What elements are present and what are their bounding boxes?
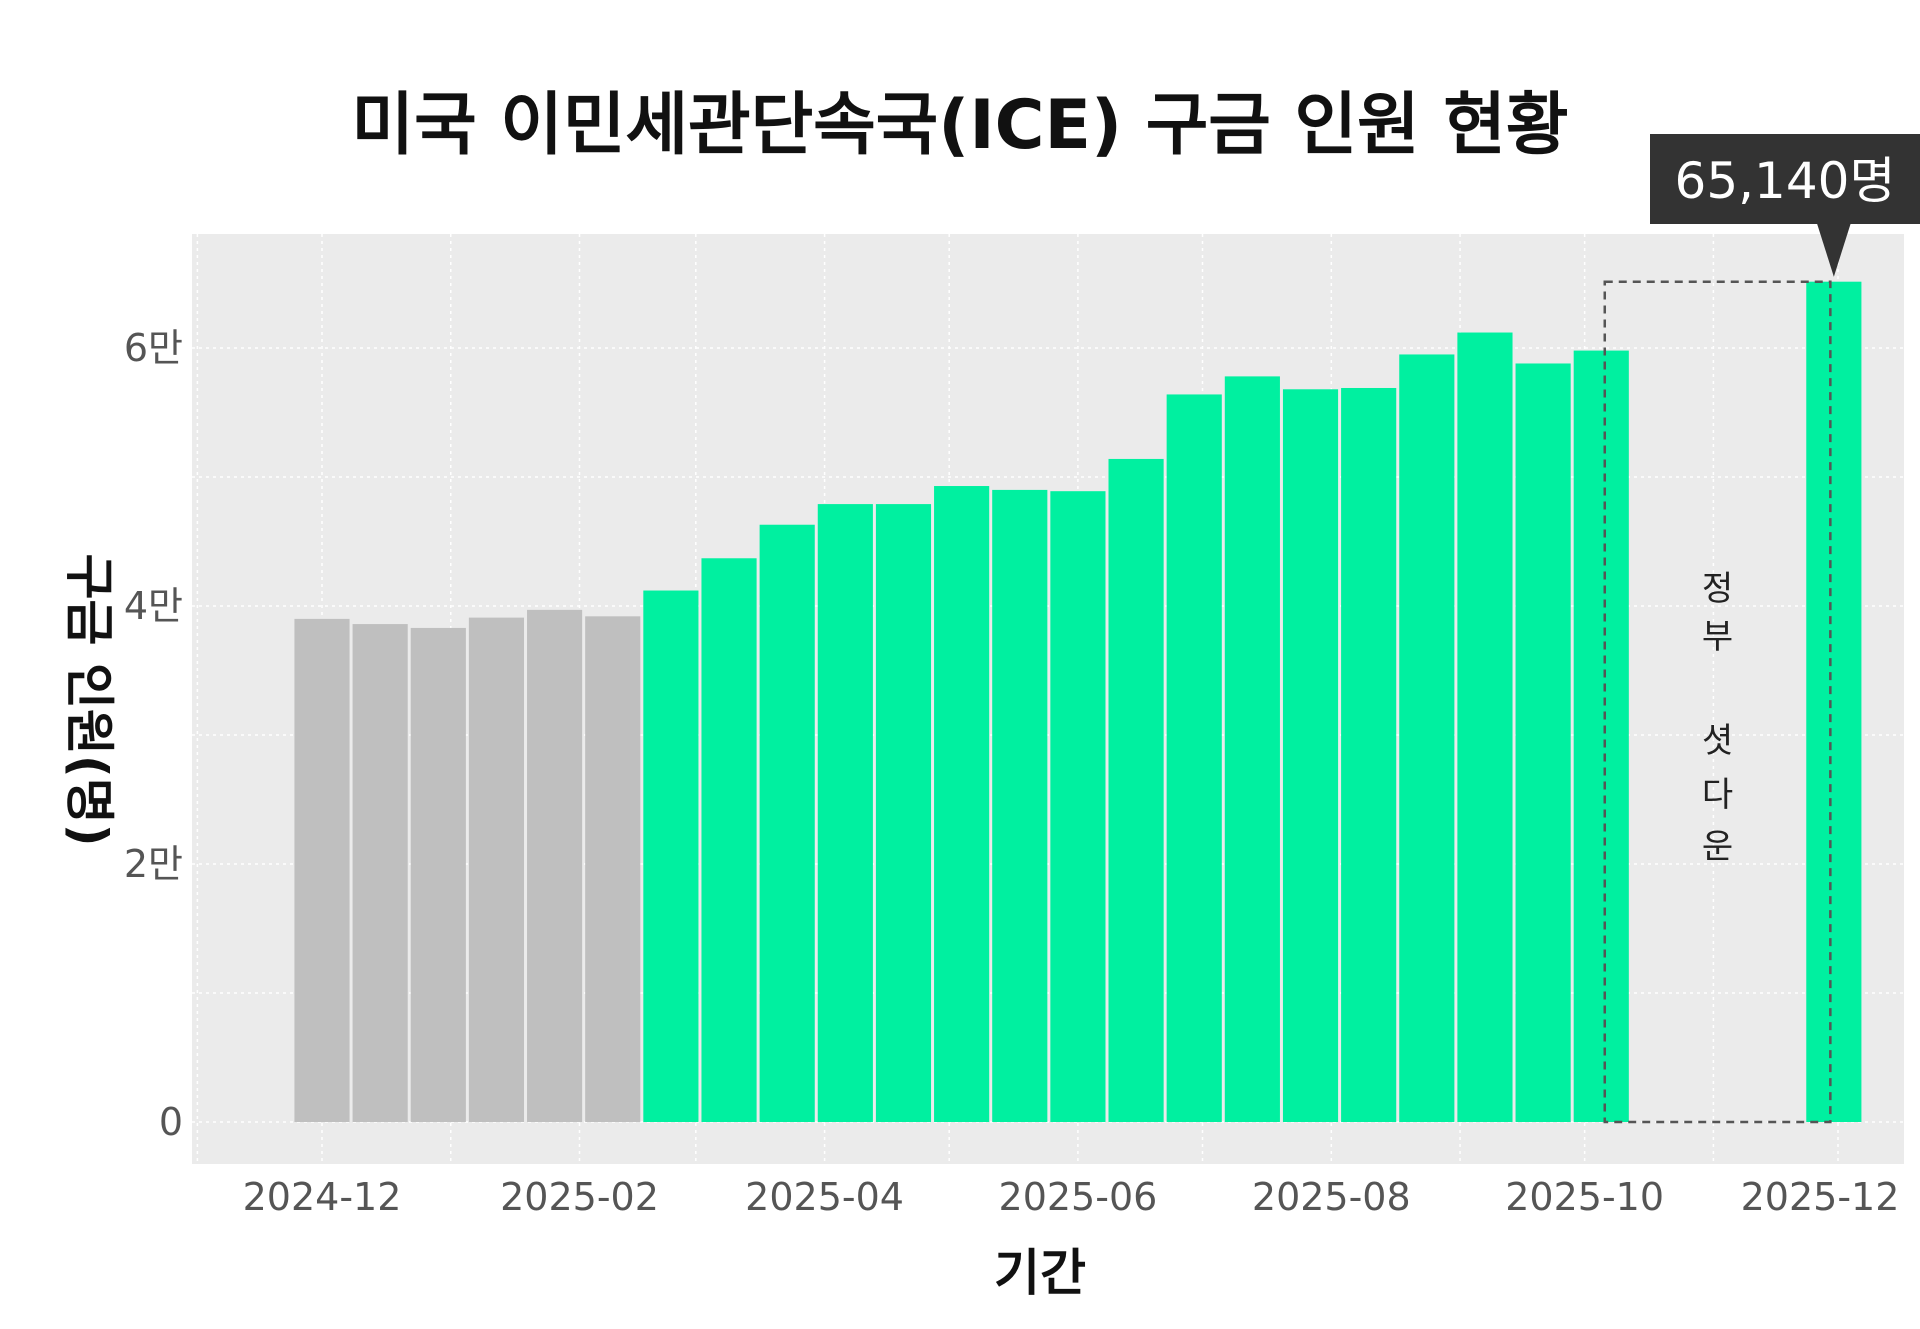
bar [1457, 332, 1513, 1122]
bar [585, 616, 641, 1122]
bar [527, 609, 583, 1122]
callout-pointer [1816, 223, 1851, 277]
bar [817, 504, 873, 1123]
bar [1166, 394, 1222, 1122]
callout-box [1650, 134, 1920, 224]
shutdown-label-char: 운 [1702, 827, 1733, 867]
bar [1341, 387, 1397, 1122]
bar [701, 558, 757, 1122]
y-tick-label: 2만 [124, 842, 183, 886]
bar [1282, 389, 1339, 1122]
bar [1806, 281, 1862, 1123]
bar [1515, 363, 1571, 1123]
bar [352, 624, 408, 1122]
bar [410, 627, 466, 1122]
bar [1224, 376, 1280, 1122]
shutdown-label-char: 다 [1702, 775, 1733, 815]
bars [294, 281, 1862, 1123]
chart-title: 미국 이민세관단속국(ICE) 구금 인원 현황 [352, 86, 1569, 165]
bar [1108, 458, 1164, 1122]
shutdown-label-char: 정 [1702, 569, 1733, 609]
shutdown-box [1603, 280, 1832, 1124]
x-tick-label: 2025-06 [999, 1175, 1158, 1219]
bar [468, 617, 525, 1122]
x-tick-label: 2025-08 [1252, 1175, 1411, 1219]
shutdown-label-char: 셧 [1702, 721, 1733, 761]
bar [1050, 491, 1106, 1122]
x-tick-label: 2025-10 [1505, 1175, 1664, 1219]
callout: 65,140명 [1650, 134, 1920, 277]
callout-label: 65,140명 [1675, 152, 1896, 210]
bar [1399, 354, 1455, 1122]
bar [992, 489, 1048, 1122]
y-tick-label: 6만 [124, 326, 183, 370]
shutdown-label-char: 부 [1702, 617, 1733, 657]
x-axis-ticks: 2024-12 2025-02 2025-04 2025-06 2025-08 2025-… [243, 1175, 1900, 1219]
x-tick-label: 2025-12 [1741, 1175, 1900, 1219]
bar [875, 504, 932, 1123]
bar [1573, 350, 1629, 1123]
bar [934, 486, 990, 1122]
x-tick-label: 2025-04 [745, 1175, 904, 1219]
x-tick-label: 2024-12 [243, 1175, 402, 1219]
bar [643, 590, 699, 1122]
x-tick-label: 2025-02 [500, 1175, 659, 1219]
y-tick-label: 0 [159, 1100, 183, 1144]
bar [294, 618, 350, 1122]
y-axis-title: 구금 인원(명) [60, 553, 118, 846]
x-axis-title: 기간 [994, 1244, 1086, 1302]
y-axis-ticks: 0 2만 4만 6만 [124, 326, 183, 1144]
bar [759, 524, 815, 1122]
y-tick-label: 4만 [124, 584, 183, 628]
